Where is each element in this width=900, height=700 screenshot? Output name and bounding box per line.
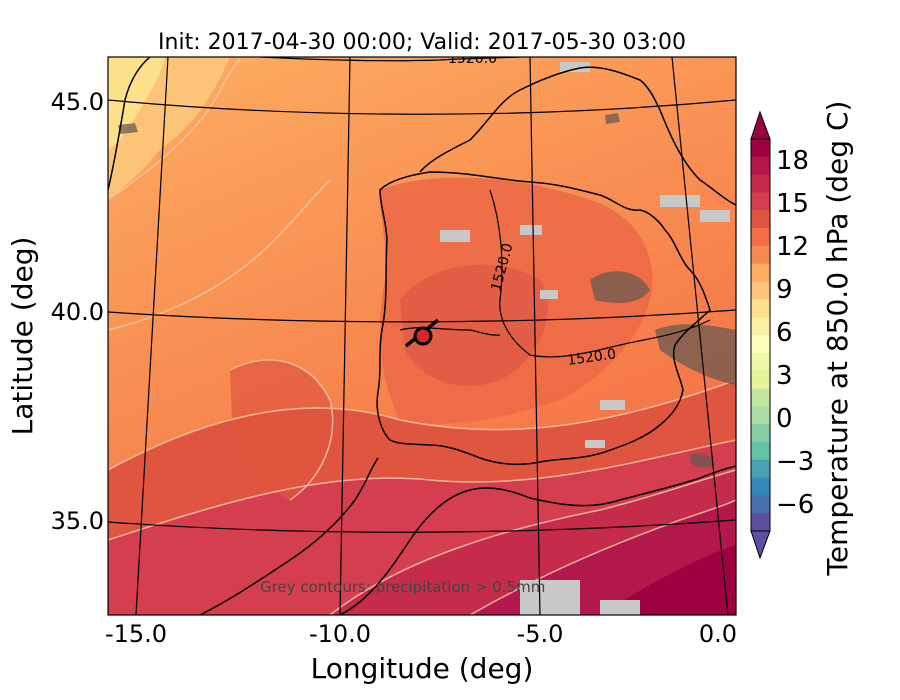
colorbar-cell xyxy=(751,441,770,461)
y-axis: 45.0 40.0 35.0 Latitude (deg) xyxy=(6,88,104,535)
precipitation-note: Grey contours: precipitation > 0.5mm xyxy=(260,578,545,596)
map-plot: 1520.0 1520.0 1520.0 Grey contours: prec… xyxy=(108,51,736,615)
temperature-band-southeast-hottest xyxy=(600,545,736,615)
station-marker xyxy=(404,318,440,348)
colorbar-cell xyxy=(751,174,770,193)
x-tick-label: -15.0 xyxy=(105,620,167,648)
coastline-iberia xyxy=(376,171,711,466)
colorbar-cells xyxy=(751,139,770,532)
x-axis-label: Longitude (deg) xyxy=(311,652,534,685)
graticule xyxy=(108,57,736,615)
colorbar-cell xyxy=(751,299,770,318)
colorbar-extend-top xyxy=(750,110,771,140)
colorbar-cell xyxy=(751,370,770,389)
terrain-shading xyxy=(118,113,736,468)
colorbar-cell xyxy=(751,406,770,425)
colorbar-tick-label: 9 xyxy=(776,275,793,305)
temperature-band-west-trough xyxy=(230,360,333,500)
x-tick-label: 0.0 xyxy=(699,620,737,648)
colorbar-cell xyxy=(751,495,770,514)
meridian-15 xyxy=(135,57,169,615)
colorbar-label: Temperature at 850.0 hPa (deg C) xyxy=(821,101,854,577)
geopotential-contours xyxy=(259,57,711,358)
coastline-uk xyxy=(108,57,151,191)
colorbar-cell xyxy=(751,335,770,354)
coastlines xyxy=(108,57,736,615)
contour-label-top: 1520.0 xyxy=(448,51,497,67)
colorbar: 18 15 12 9 6 3 0 −3 −6 Temperature at 85… xyxy=(750,101,854,577)
y-axis-label: Latitude (deg) xyxy=(6,237,39,436)
colorbar-cell xyxy=(751,388,770,407)
colorbar-extend-bottom xyxy=(750,530,771,560)
colorbar-cell xyxy=(751,139,770,158)
colorbar-tick-label: 18 xyxy=(776,146,809,176)
x-tick-label: -10.0 xyxy=(309,620,371,648)
colorbar-frame xyxy=(750,138,771,532)
meridian-5 xyxy=(529,57,541,615)
map-frame xyxy=(107,56,737,616)
colorbar-cell xyxy=(751,228,770,247)
coastline-france xyxy=(419,66,736,206)
colorbar-tick-label: −3 xyxy=(776,447,814,477)
coastline-africa xyxy=(339,465,736,615)
colorbar-cell xyxy=(751,424,770,443)
colorbar-cell xyxy=(751,352,770,372)
colorbar-tick-label: 15 xyxy=(776,189,809,219)
temperature-band-interior-hot xyxy=(400,264,548,386)
coastline-morocco-west xyxy=(199,457,379,615)
colorbar-cell xyxy=(751,459,770,479)
colorbar-cell xyxy=(751,156,770,176)
parallel-40 xyxy=(108,309,736,323)
parallel-35 xyxy=(108,519,736,533)
colorbar-cell xyxy=(751,210,770,229)
parallel-45 xyxy=(108,99,736,115)
chart-title: Init: 2017-04-30 00:00; Valid: 2017-05-3… xyxy=(158,30,686,55)
temperature-contours xyxy=(108,57,736,615)
station-circle xyxy=(413,326,433,346)
colorbar-cell xyxy=(751,281,770,300)
y-tick-label: 45.0 xyxy=(51,88,104,116)
meridian-0 xyxy=(671,57,729,615)
colorbar-cell xyxy=(751,192,770,211)
colorbar-cell xyxy=(751,245,770,265)
x-tick-label: -5.0 xyxy=(517,620,564,648)
y-tick-label: 40.0 xyxy=(51,298,104,326)
y-tick-label: 35.0 xyxy=(51,507,104,535)
colorbar-cell xyxy=(751,513,770,532)
colorbar-tick-label: 0 xyxy=(776,404,793,434)
colorbar-tick-label: 6 xyxy=(776,318,793,348)
meridian-10 xyxy=(339,57,351,615)
contour-label-east: 1520.0 xyxy=(566,346,617,369)
colorbar-tick-label: 3 xyxy=(776,361,793,391)
colorbar-cell xyxy=(751,263,770,283)
colorbar-cell xyxy=(751,477,770,496)
colorbar-tick-label: 12 xyxy=(776,232,809,262)
precipitation-patches xyxy=(440,62,730,615)
x-axis: -15.0 -10.0 -5.0 0.0 Longitude (deg) xyxy=(105,620,737,685)
colorbar-tick-label: −6 xyxy=(776,490,814,520)
colorbar-cell xyxy=(751,317,770,336)
colorbar-ticks: 18 15 12 9 6 3 0 −3 −6 xyxy=(776,146,814,520)
